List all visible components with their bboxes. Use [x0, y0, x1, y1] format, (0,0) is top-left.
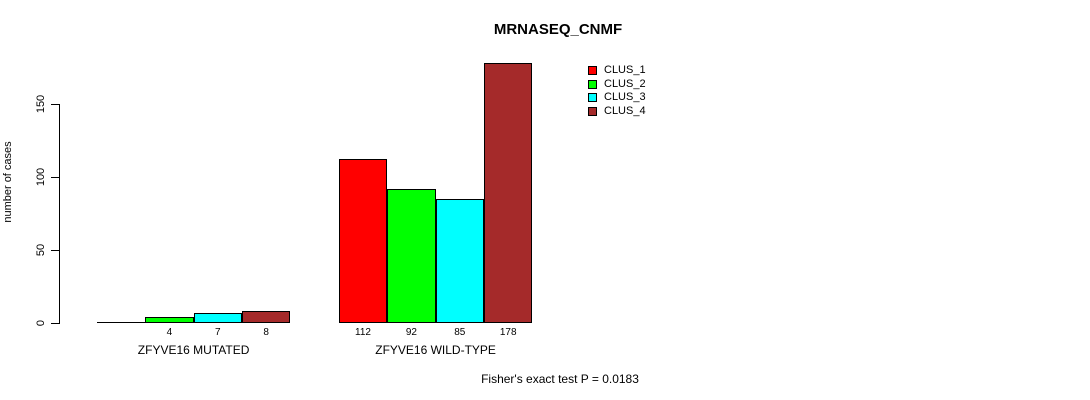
bar [387, 189, 436, 323]
y-tick-label: 100 [35, 167, 47, 187]
y-tick-mark [51, 104, 59, 105]
legend-swatch [588, 106, 597, 116]
y-tick-label: 50 [35, 243, 47, 257]
bar-value-label: 8 [263, 327, 269, 338]
bar-value-label: 7 [215, 327, 221, 338]
legend-swatch [588, 66, 597, 75]
bar-zero-height [96, 322, 146, 323]
legend-item-label: CLUS_3 [604, 91, 646, 103]
legend-item-label: CLUS_1 [604, 64, 646, 76]
legend-swatch [588, 79, 597, 89]
bar [193, 313, 242, 323]
legend-item-label: CLUS_4 [604, 104, 646, 117]
chart-title: MRNASEQ_CNMF [493, 21, 623, 38]
bar [435, 199, 484, 323]
fisher-test-annotation: Fisher's exact test P = 0.0183 [481, 372, 639, 386]
y-tick-label: 150 [35, 94, 47, 114]
category-label: ZFYVE16 MUTATED [137, 343, 250, 357]
y-tick-label: 0 [35, 319, 47, 327]
bar-value-label: 178 [499, 327, 517, 338]
y-tick-mark [51, 250, 59, 251]
bar [338, 159, 388, 323]
legend-swatch [588, 93, 597, 102]
y-tick-mark [51, 177, 59, 178]
bar-value-label: 112 [355, 327, 371, 338]
y-tick-mark [51, 323, 59, 324]
bar [484, 63, 533, 323]
category-label: ZFYVE16 WILD-TYPE [375, 343, 496, 357]
bar-value-label: 85 [454, 327, 466, 338]
y-axis-label: number of cases [2, 141, 14, 223]
bar [242, 311, 291, 323]
y-axis-line [59, 104, 60, 324]
bar [145, 317, 194, 323]
bar-value-label: 92 [405, 327, 417, 338]
bar-value-label: 4 [166, 327, 173, 338]
legend-item-label: CLUS_2 [604, 77, 646, 90]
